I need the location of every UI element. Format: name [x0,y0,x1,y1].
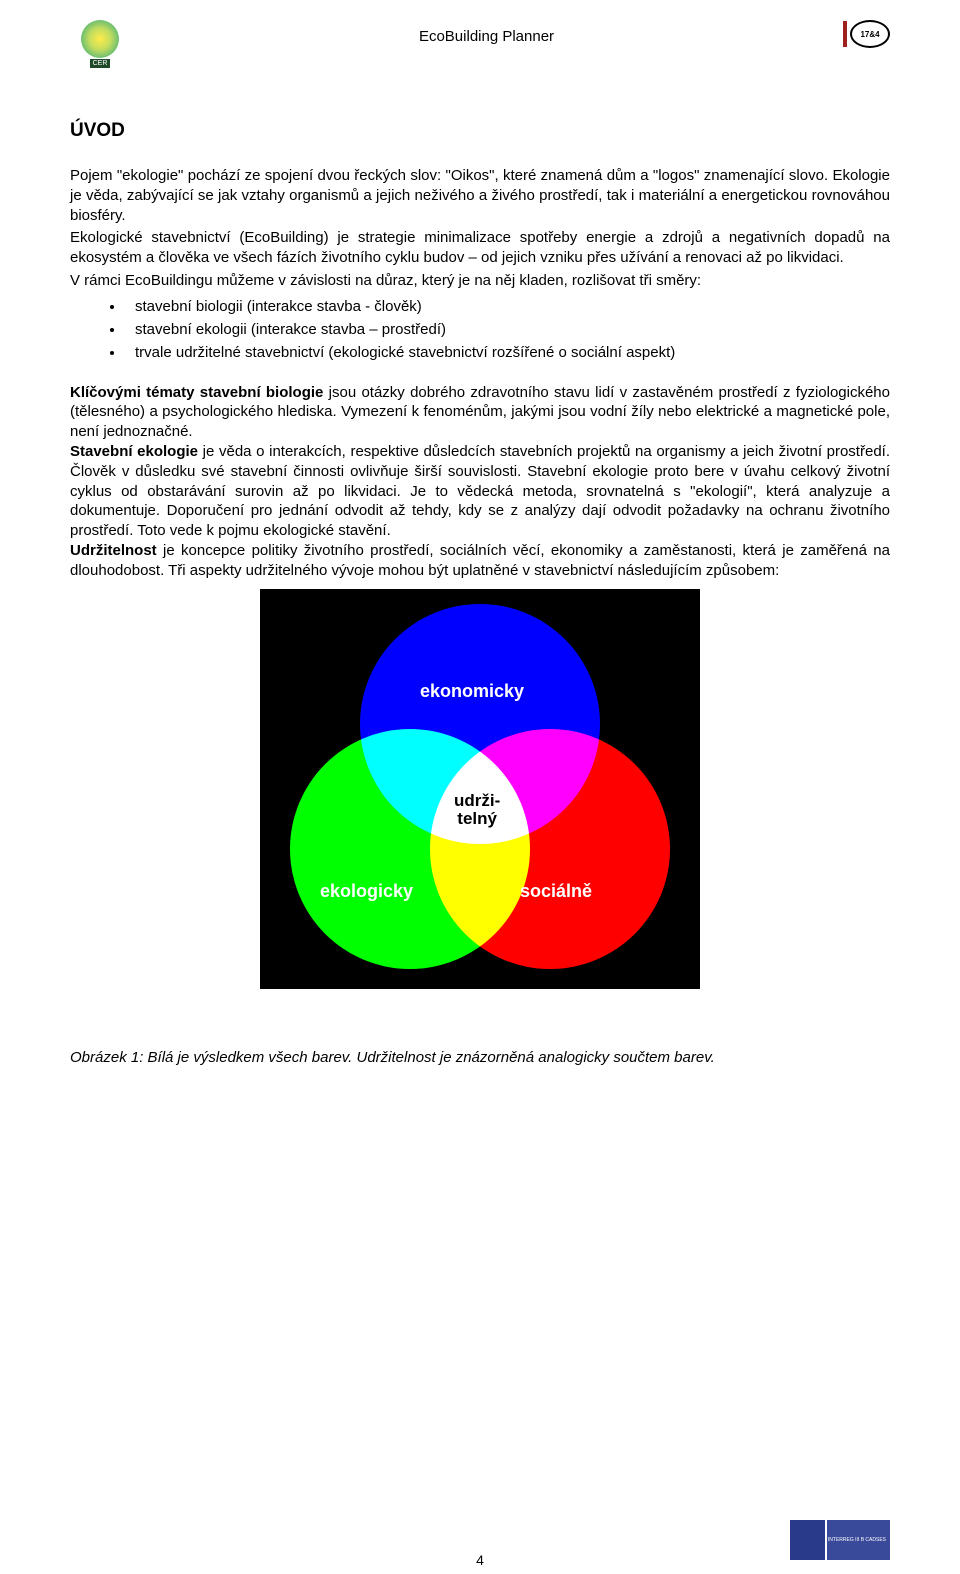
venn-diagram-container: ekonomicky ekologicky sociálně udrži- te… [70,589,890,989]
bullet-list: stavební biologii (interakce stavba - čl… [70,295,890,365]
venn-circle-right [430,729,670,969]
body-para-c-rest: je koncepce politiky životního prostředí… [70,542,890,579]
venn-diagram: ekonomicky ekologicky sociálně udrži- te… [260,589,700,989]
footer-logo: INTERREG III B CADSES [790,1520,890,1560]
header-logo-left-text: CER [90,59,111,68]
venn-label-top: ekonomicky [420,681,524,702]
header-logo-right-text: 17&4 [860,30,879,39]
header-logo-left: CER [70,20,130,70]
swirl-icon [81,20,119,58]
bar-icon [843,21,847,47]
venn-label-right: sociálně [520,881,592,902]
figure-caption: Obrázek 1: Bílá je výsledkem všech barev… [70,1049,890,1066]
body-para-a: Klíčovými tématy stavební biologie jsou … [70,383,890,442]
intro-para-3: V rámci EcoBuildingu můžeme v závislosti… [70,271,890,291]
footer-logo-text: INTERREG III B CADSES [828,1537,886,1543]
list-item: trvale udržitelné stavebnictví (ekologic… [125,341,890,364]
body-block: Klíčovými tématy stavební biologie jsou … [70,383,890,581]
body-para-c: Udržitelnost je koncepce politiky životn… [70,541,890,581]
intro-para-2: Ekologické stavebnictví (EcoBuilding) je… [70,228,890,268]
list-item: stavební ekologii (interakce stavba – pr… [125,318,890,341]
page-header: CER EcoBuilding Planner 17&4 [70,20,890,70]
section-title: ÚVOD [70,120,890,142]
badge-icon: 17&4 [850,20,890,48]
list-item: stavební biologii (interakce stavba - čl… [125,295,890,318]
body-para-b: Stavební ekologie je věda o interakcích,… [70,442,890,541]
venn-label-center: udrži- telný [454,792,500,829]
body-para-c-lead: Udržitelnost [70,542,157,559]
header-title: EcoBuilding Planner [419,20,554,45]
page-number: 4 [476,1552,484,1568]
venn-label-left: ekologicky [320,881,413,902]
body-para-a-lead: Klíčovými tématy stavební biologie [70,384,323,401]
body-para-b-lead: Stavební ekologie [70,443,198,460]
header-logo-right: 17&4 [843,20,890,48]
intro-para-1: Pojem "ekologie" pochází ze spojení dvou… [70,166,890,225]
